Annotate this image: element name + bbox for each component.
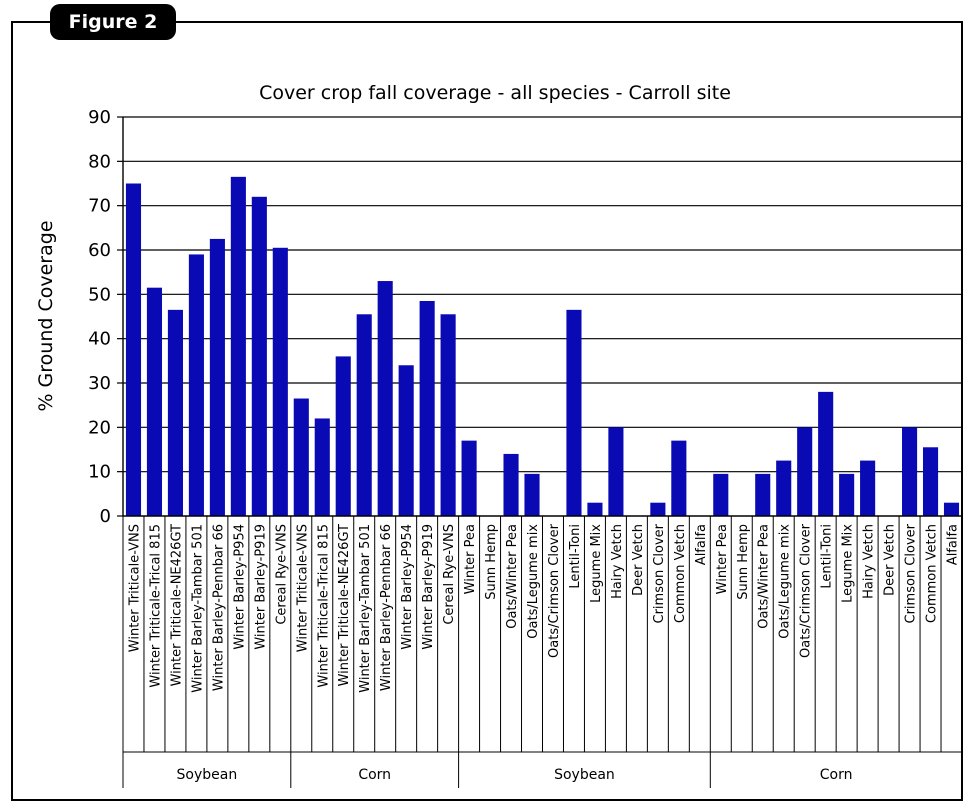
category-label: Winter Barley-Pennbar 66 [211,524,226,691]
group-label: Corn [820,767,853,783]
y-axis-label: % Ground Coverage [35,220,57,411]
group-label: Corn [358,767,391,783]
bar [922,447,939,516]
y-tick-label: 50 [88,284,111,305]
category-label: Legume Mix [841,524,856,603]
figure-label: Figure 2 [50,4,176,40]
y-tick-labels: 0 10 20 30 40 50 60 70 80 90 [88,107,111,527]
bar [566,309,582,516]
chart-title: Cover crop fall coverage - all species -… [259,82,731,104]
category-label: Oats/Legume mix [526,524,541,639]
category-label: Crimson Clover [904,523,919,623]
category-label: Winter Triticale-VNS [127,524,142,652]
bar [776,460,792,516]
category-label: Lentil-Toni [568,524,583,589]
category-label: Legume Mix [589,524,604,603]
category-label: Winter Barley-P954 [232,524,247,650]
bar [587,502,603,516]
bar [524,473,540,516]
y-tick-label: 80 [88,151,111,172]
category-label: Winter Barley-P919 [421,524,436,650]
y-tick-label: 70 [88,196,111,217]
bar [943,502,960,516]
y-tick-label: 0 [100,506,111,527]
bar [797,427,813,516]
category-label: Lentil-Toni [820,524,835,589]
category-label: Sunn Hemp [484,524,499,600]
category-label: Common Vetch [673,524,688,623]
bar [860,460,876,516]
y-tick-label: 90 [88,107,111,128]
bar [902,427,918,516]
category-label: Winter Barley-Tambar 501 [358,524,373,693]
category-label: Cereal Rye-VNS [274,524,289,625]
category-label: Crimson Clover [652,523,667,623]
bar [251,196,267,517]
y-tick-label: 40 [88,329,111,350]
bar [461,440,477,516]
bar [230,176,246,516]
category-label: Alfalfa [694,524,709,565]
category-label: Winter Triticale-VNS [295,524,310,652]
category-label: Winter Triticale-NE426GT [337,524,352,686]
category-label: Winter Triticale-NE426GT [169,524,184,686]
gridlines [123,116,962,473]
bar [419,300,435,516]
group-labels: Soybean Corn Soybean Corn [177,767,853,783]
bar [839,473,855,516]
bar [440,314,456,516]
category-label: Hairy Vetch [862,524,877,599]
category-label: Common Vetch [925,524,940,623]
category-label: Oats/Crimson Clover [547,523,562,658]
category-label: Winter Triticale-Trical 815 [316,524,331,688]
category-label: Winter Pea [463,524,478,594]
category-label: Cereal Rye-VNS [442,524,457,625]
bar [167,309,183,516]
bar [314,418,330,516]
axes [117,116,963,788]
category-label: Oats/Winter Pea [757,524,772,629]
bar [356,314,372,516]
category-label: Winter Barley-P919 [253,524,268,650]
bar [146,287,163,516]
category-label: Hairy Vetch [610,524,625,599]
y-tick-label: 60 [88,240,111,261]
y-tick-label: 30 [88,373,111,394]
bar [209,238,225,516]
category-label: Winter Barley-P954 [400,524,415,650]
bar [503,453,519,516]
bar [671,440,687,516]
category-label: Winter Barley-Tambar 501 [190,524,205,693]
bar [608,427,624,516]
bar [398,365,414,516]
bar [272,247,288,517]
bar [713,473,729,516]
bar [377,281,393,516]
bar [335,356,351,516]
category-label: Deer Vetch [631,524,646,596]
bars [125,176,960,517]
category-label: Winter Barley-Pennbar 66 [379,524,394,691]
category-labels: Winter Triticale-VNS Winter Triticale-Tri… [127,523,960,692]
group-label: Soybean [554,767,615,783]
bar [650,502,666,516]
category-label: Winter Pea [715,524,730,594]
y-tick-label: 10 [88,462,111,483]
category-label: Oats/Crimson Clover [799,523,814,658]
category-label: Deer Vetch [883,524,898,596]
y-tick-label: 20 [88,417,111,438]
category-label: Oats/Legume mix [778,524,793,639]
group-label: Soybean [177,767,238,783]
category-label: Sunn Hemp [736,524,751,600]
category-label: Winter Triticale-Trical 815 [148,524,163,688]
bar [293,398,309,516]
category-label: Alfalfa [946,524,961,565]
bar [188,254,204,516]
category-label: Oats/Winter Pea [505,524,520,629]
bar [755,473,771,516]
bar [818,391,834,516]
bar [125,183,142,516]
